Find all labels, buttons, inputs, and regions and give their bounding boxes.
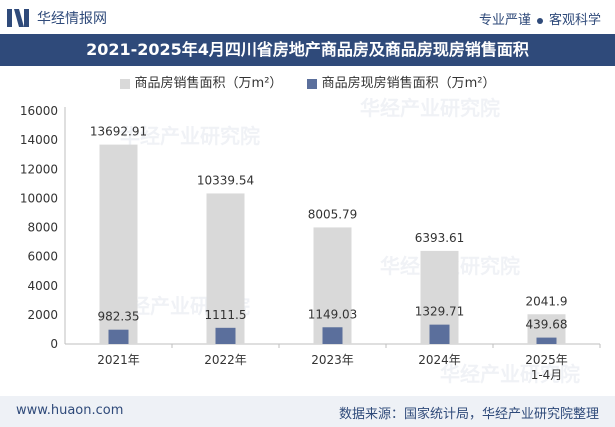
data-label-series1: 8005.79 xyxy=(308,207,358,221)
x-tick-label: 2022年 xyxy=(204,353,247,367)
y-tick-label: 16000 xyxy=(20,104,58,118)
x-tick-label: 2025年 1-4月 xyxy=(525,353,568,382)
data-label-series1: 2041.9 xyxy=(526,294,568,308)
data-label-series1: 6393.61 xyxy=(415,231,465,245)
bar-chart: 0 2000 4000 6000 8000 10000 12000 14000 16000 136… xyxy=(0,0,615,396)
x-tick-label: 2023年 xyxy=(311,353,354,367)
footer-bar: www.huaon.com 数据来源：国家统计局，华经产业研究院整理 xyxy=(0,396,615,427)
bar-series2 xyxy=(323,327,343,344)
y-tick-label: 14000 xyxy=(20,133,58,147)
y-tick-label: 0 xyxy=(50,337,58,351)
data-label-series2: 982.35 xyxy=(98,310,140,324)
bar-series2 xyxy=(537,338,557,344)
data-label-series1: 13692.91 xyxy=(90,125,147,139)
bar-series2 xyxy=(216,328,236,344)
data-label-series2: 1149.03 xyxy=(308,307,358,321)
bar-series1 xyxy=(314,227,352,344)
data-label-series2: 1111.5 xyxy=(205,308,247,322)
data-label-series2: 439.68 xyxy=(526,318,568,332)
data-source: 数据来源：国家统计局，华经产业研究院整理 xyxy=(339,403,599,422)
x-tick-label: 2024年 xyxy=(418,353,461,367)
data-label-series2: 1329.71 xyxy=(415,305,465,319)
y-tick-label: 2000 xyxy=(27,308,58,322)
bar-series2 xyxy=(430,325,450,344)
y-tick-label: 4000 xyxy=(27,279,58,293)
y-tick-label: 12000 xyxy=(20,162,58,176)
y-tick-label: 6000 xyxy=(27,250,58,264)
y-tick-label: 10000 xyxy=(20,191,58,205)
y-tick-label: 8000 xyxy=(27,221,58,235)
data-label-series1: 10339.54 xyxy=(197,173,254,187)
site-url: www.huaon.com xyxy=(16,403,123,418)
bar-series2 xyxy=(109,330,129,344)
x-tick-label: 2021年 xyxy=(97,353,140,367)
